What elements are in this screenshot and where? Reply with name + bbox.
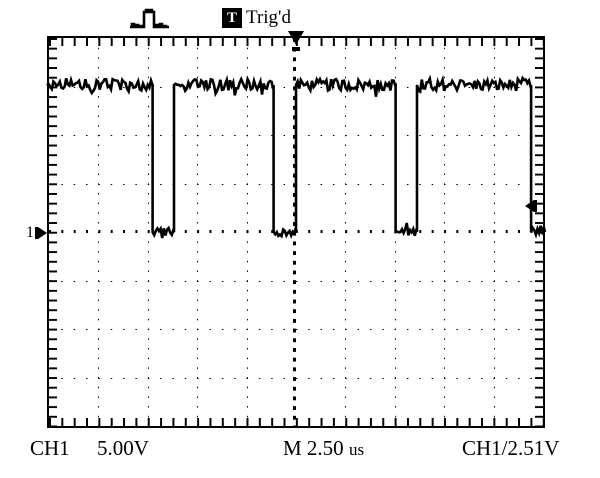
right-arrow-marker-icon xyxy=(35,227,47,239)
pulse-waveform-icon xyxy=(129,6,179,32)
readout-volts-per-div[interactable]: 5.00V xyxy=(97,436,149,460)
channel-1-ground-marker[interactable]: 1 xyxy=(26,222,52,244)
readout-trigger-source[interactable]: CH1/2.51V xyxy=(462,436,560,460)
readout-bar: CH1 5.00V M 2.50 us CH1/2.51V xyxy=(0,436,600,468)
waveform-trace-ch1 xyxy=(46,74,547,240)
readout-time-value: M 2.50 xyxy=(283,436,344,460)
channel-1-ground-label: 1 xyxy=(26,224,34,241)
readout-time-unit: us xyxy=(348,440,365,459)
readout-time-per-div[interactable]: M 2.50 us xyxy=(283,436,364,461)
status-bar: T Trig'd xyxy=(0,0,600,34)
trigger-status-text: Trig'd xyxy=(246,7,291,28)
readout-channel-label[interactable]: CH1 xyxy=(30,436,70,460)
trigger-badge-icon: T xyxy=(222,8,242,28)
